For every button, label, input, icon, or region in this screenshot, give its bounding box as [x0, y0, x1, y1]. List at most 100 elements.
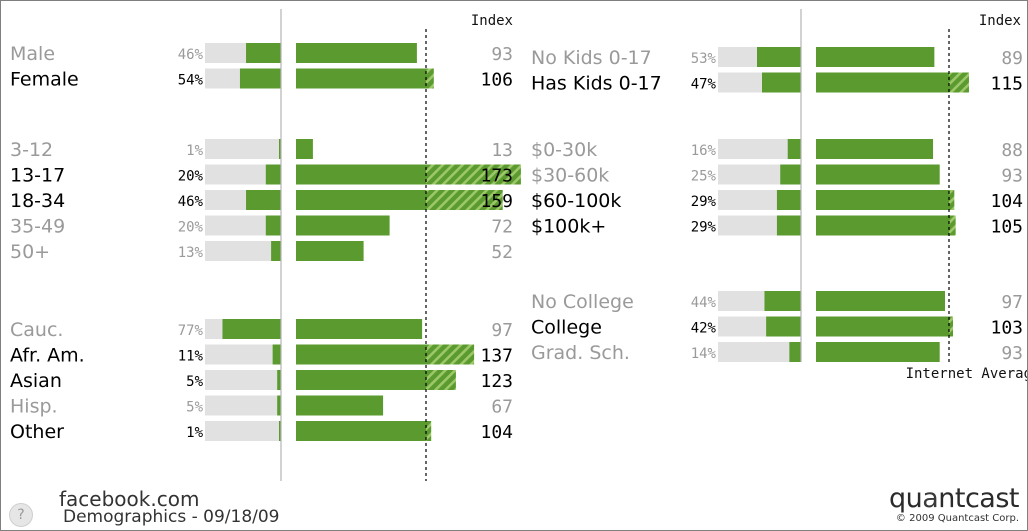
- index-bar: [296, 370, 426, 390]
- index-bar: [816, 190, 949, 210]
- index-value: 67: [491, 397, 513, 418]
- composition-track: [205, 139, 281, 159]
- index-value: 88: [1001, 140, 1023, 161]
- index-value: 105: [990, 217, 1023, 238]
- percent-label: 46%: [178, 194, 204, 210]
- index-bar-over-average: [949, 215, 956, 236]
- category-label: 18-34: [10, 190, 65, 212]
- copyright-text: © 2009 Quantcast Corp.: [895, 513, 1019, 524]
- category-label: $60-100k: [531, 190, 621, 212]
- index-bar: [816, 342, 940, 362]
- composition-bar: [271, 241, 281, 261]
- index-header: Index: [979, 13, 1021, 29]
- composition-bar: [279, 139, 281, 159]
- index-bar: [296, 43, 417, 63]
- composition-bar: [277, 395, 281, 416]
- category-label: No Kids 0-17: [531, 47, 652, 69]
- index-bar: [816, 47, 935, 67]
- index-bar: [296, 68, 426, 89]
- percent-label: 13%: [178, 245, 204, 261]
- percent-label: 1%: [186, 425, 203, 441]
- composition-bar: [776, 190, 801, 210]
- index-bar-over-average: [426, 68, 434, 89]
- percent-label: 1%: [186, 143, 203, 159]
- composition-track: [205, 241, 281, 261]
- category-label: Male: [10, 43, 55, 65]
- index-value: 173: [480, 166, 513, 187]
- composition-track: [205, 164, 281, 185]
- composition-bar: [766, 316, 801, 337]
- percent-label: 14%: [691, 346, 717, 362]
- composition-bar: [787, 139, 801, 159]
- index-bar-over-average: [426, 344, 475, 365]
- percent-label: 5%: [186, 374, 203, 390]
- category-label: 35-49: [10, 216, 65, 238]
- category-label: College: [531, 317, 602, 339]
- composition-bar: [246, 43, 281, 63]
- index-value: 103: [990, 318, 1023, 339]
- composition-track: [205, 344, 281, 365]
- index-bar: [816, 215, 949, 236]
- category-label: 3-12: [10, 139, 53, 161]
- percent-label: 77%: [178, 323, 204, 339]
- category-label: 13-17: [10, 165, 65, 187]
- percent-label: 20%: [178, 169, 204, 185]
- index-value: 97: [1001, 292, 1023, 313]
- composition-track: [205, 215, 281, 236]
- index-bar: [296, 215, 390, 236]
- composition-bar: [776, 215, 801, 236]
- index-bar: [296, 319, 423, 339]
- brand-logo-post: ntcast: [938, 483, 1019, 514]
- index-header: Index: [471, 13, 513, 29]
- index-bar: [296, 139, 313, 159]
- index-value: 159: [480, 191, 513, 212]
- percent-label: 42%: [691, 321, 717, 337]
- composition-track: [718, 342, 801, 362]
- index-bar: [296, 190, 426, 210]
- index-value: 13: [491, 140, 513, 161]
- percent-label: 44%: [691, 295, 717, 311]
- composition-bar: [239, 68, 281, 89]
- site-name: facebook.com: [59, 487, 200, 511]
- index-bar: [816, 139, 934, 159]
- composition-bar: [265, 164, 281, 185]
- category-label: Other: [10, 421, 64, 443]
- percent-label: 5%: [186, 400, 203, 416]
- index-bar: [296, 421, 426, 441]
- index-value: 97: [491, 320, 513, 341]
- index-bar-over-average: [426, 370, 456, 390]
- help-icon[interactable]: ?: [9, 503, 33, 527]
- index-value: 106: [480, 70, 513, 91]
- category-label: Grad. Sch.: [531, 342, 630, 364]
- brand-logo-pre: qu: [888, 483, 923, 514]
- index-bar-over-average: [426, 421, 432, 441]
- composition-track: [718, 139, 801, 159]
- category-label: Has Kids 0-17: [531, 73, 662, 95]
- category-label: $0-30k: [531, 139, 597, 161]
- composition-bar: [246, 190, 281, 210]
- index-value: 72: [491, 217, 513, 238]
- composition-bar: [279, 421, 281, 441]
- index-bar: [296, 344, 426, 365]
- index-bar: [816, 291, 946, 311]
- category-label: No College: [531, 291, 634, 313]
- index-bar: [296, 241, 364, 261]
- report-subtitle: Demographics - 09/18/09: [63, 507, 280, 527]
- brand-logo-mark: a: [922, 483, 939, 514]
- percent-label: 53%: [691, 51, 717, 67]
- category-label: 50+: [10, 241, 50, 263]
- brand-logo: quantcast: [888, 483, 1020, 514]
- percent-label: 46%: [178, 47, 204, 63]
- percent-label: 20%: [178, 220, 204, 236]
- percent-label: 16%: [691, 143, 717, 159]
- percent-label: 47%: [691, 77, 717, 93]
- index-bar-over-average: [426, 190, 503, 210]
- index-value: 104: [480, 422, 513, 443]
- index-value: 115: [990, 74, 1023, 95]
- composition-bar: [761, 72, 801, 93]
- percent-label: 29%: [691, 220, 717, 236]
- index-bar-over-average: [949, 190, 955, 210]
- index-bar-over-average: [949, 72, 969, 93]
- index-value: 104: [990, 191, 1023, 212]
